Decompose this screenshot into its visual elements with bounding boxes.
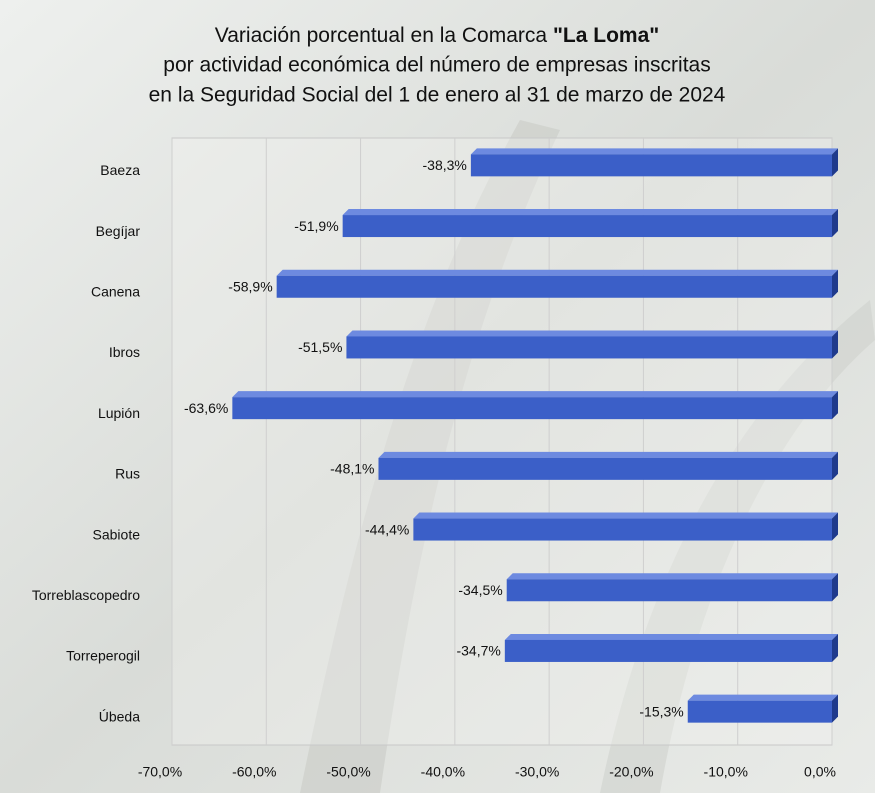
x-tick-label: 0,0%: [804, 764, 836, 780]
bar: [346, 336, 832, 359]
bar-side: [832, 694, 838, 723]
value-label: -48,1%: [330, 461, 374, 477]
value-label: -51,5%: [298, 339, 342, 355]
bar: [504, 639, 832, 662]
y-tick-label: Torreperogil: [66, 648, 140, 664]
y-tick-label: Begíjar: [96, 223, 141, 239]
bar-top: [413, 512, 838, 519]
y-tick-label: Ibros: [109, 344, 140, 360]
value-label: -34,5%: [458, 582, 502, 598]
bar-side: [832, 633, 838, 662]
bar-side: [832, 148, 838, 177]
x-tick-label: -60,0%: [232, 764, 276, 780]
chart-title: por actividad económica del número de em…: [163, 54, 710, 77]
bar-side: [832, 269, 838, 298]
bar-top: [506, 573, 838, 580]
value-label: -34,7%: [456, 643, 500, 659]
bar: [506, 579, 832, 602]
value-label: -51,9%: [294, 218, 338, 234]
bar: [470, 154, 832, 177]
x-tick-label: -50,0%: [326, 764, 370, 780]
bar-top: [342, 209, 838, 216]
title-line: Variación porcentual en la Comarca: [215, 24, 548, 47]
bar-top: [276, 269, 839, 276]
bar: [276, 275, 833, 298]
x-tick-label: -30,0%: [515, 764, 559, 780]
bar-side: [832, 512, 838, 541]
bar-side: [832, 573, 838, 602]
bar: [342, 215, 832, 238]
value-label: -58,9%: [228, 278, 272, 294]
bar: [232, 397, 833, 420]
bar-side: [832, 330, 838, 359]
y-tick-label: Rus: [115, 466, 140, 482]
value-label: -38,3%: [423, 157, 467, 173]
bar-top: [504, 633, 838, 640]
chart-title: en la Seguridad Social del 1 de enero al…: [149, 84, 726, 107]
y-tick-label: Sabiote: [93, 526, 141, 542]
y-tick-label: Úbeda: [99, 708, 140, 724]
bar: [378, 457, 832, 480]
bar-side: [832, 209, 838, 238]
bar: [687, 700, 832, 723]
background-shape: [600, 300, 875, 793]
y-tick-label: Lupión: [98, 405, 140, 421]
x-tick-label: -40,0%: [421, 764, 465, 780]
x-tick-label: -10,0%: [704, 764, 748, 780]
value-label: -15,3%: [639, 703, 683, 719]
title-bold: "La Loma": [553, 24, 659, 47]
bar-top: [232, 391, 839, 398]
bar-side: [832, 451, 838, 480]
y-tick-label: Baeza: [100, 162, 140, 178]
y-tick-label: Torreblascopedro: [32, 587, 140, 603]
bar-top: [346, 330, 838, 337]
x-tick-label: -70,0%: [138, 764, 182, 780]
bar-side: [832, 391, 838, 420]
x-tick-label: -20,0%: [609, 764, 653, 780]
bar: [413, 518, 832, 541]
bar-top: [687, 694, 838, 701]
chart-title: Variación porcentual en la Comarca "La L…: [215, 24, 659, 47]
value-label: -63,6%: [184, 400, 228, 416]
bar-top: [378, 451, 838, 458]
y-tick-label: Canena: [91, 283, 140, 299]
bar-top: [470, 148, 838, 155]
value-label: -44,4%: [365, 521, 409, 537]
